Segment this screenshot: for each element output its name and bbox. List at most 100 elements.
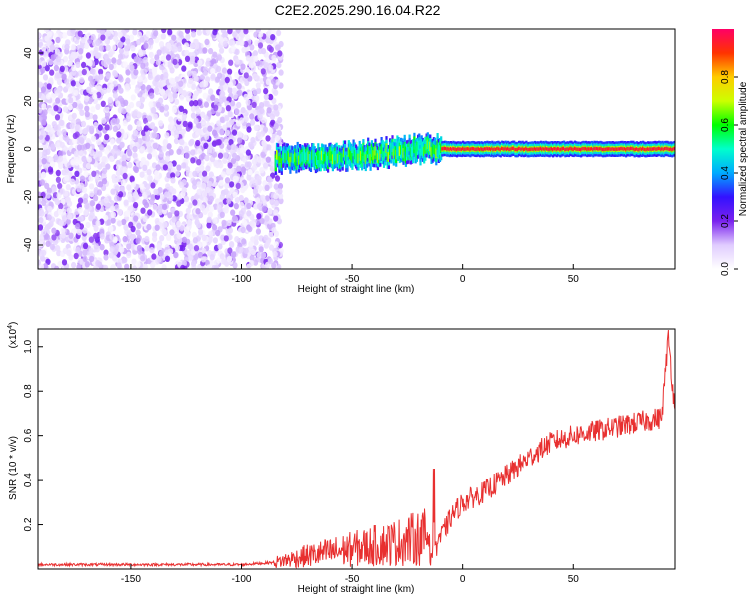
heatmap-cell [249,44,255,51]
heatmap-cell [599,146,602,151]
heatmap-cell [259,107,265,115]
heatmap-cell [67,60,73,67]
heatmap-cell [583,147,586,151]
heatmap-cell [251,101,257,109]
heatmap-cell [205,29,211,34]
heatmap-cell [263,162,269,169]
heatmap-cell [139,96,145,103]
heatmap-cell [166,234,172,241]
heatmap-cell [90,33,96,41]
heatmap-cell [275,150,279,160]
heatmap-cell [268,64,274,72]
x-tick-label: -150 [121,274,141,285]
heatmap-cell [256,156,262,163]
heatmap-cell [117,74,123,81]
heatmap-cell [156,49,162,56]
heatmap-cell [369,154,372,164]
heatmap-cell [38,241,44,248]
heatmap-cell [190,149,196,156]
heatmap-cell [65,218,71,225]
heatmap-cell [59,188,65,195]
heatmap-cell [656,147,659,151]
heatmap-cell [277,188,283,195]
heatmap-cell [152,235,158,243]
y-tick-label: -20 [23,189,34,204]
heatmap-cell [130,78,136,86]
heatmap-cell [603,147,606,152]
heatmap-cell [431,146,434,156]
heatmap-cell [232,152,238,160]
heatmap-cell [276,130,282,137]
heatmap-cell [306,150,309,160]
heatmap-cell [132,190,139,198]
heatmap-cell [363,152,366,162]
heatmap-cell [55,169,61,177]
heatmap-cell [226,197,232,205]
heatmap-cell [212,29,218,36]
heatmap-cell [81,155,87,163]
heatmap-cell [273,193,279,200]
heatmap-cell [246,174,252,181]
heatmap-cell [256,252,262,259]
heatmap-cell [112,30,118,38]
heatmap-cell [240,226,246,234]
heatmap-cell [219,89,225,97]
heatmap-cell [504,146,507,150]
heatmap-cell [632,146,635,151]
heatmap-cell [41,158,47,165]
heatmap-cell [133,166,139,174]
heatmap-cell [636,147,639,151]
heatmap-cell [201,121,207,128]
heatmap-cell [124,263,130,269]
heatmap-cell [311,150,314,160]
heatmap-cell [541,147,544,151]
heatmap-cell [104,106,110,113]
heatmap-cell [159,193,165,200]
heatmap-cell [65,184,71,191]
heatmap-cell [115,169,121,177]
heatmap-cell [177,115,183,122]
heatmap-cell [41,119,47,126]
heatmap-cell [570,146,573,151]
heatmap-cell [227,68,233,75]
heatmap-cell [150,261,156,269]
heatmap-cell [648,147,651,151]
heatmap-cell [232,31,238,38]
heatmap-cell [57,208,63,216]
heatmap-cell [255,82,261,89]
heatmap-cell [307,151,310,162]
heatmap-cell [206,222,212,229]
heatmap-cell [414,146,417,157]
heatmap-cell [219,193,225,200]
heatmap-cell [224,129,230,137]
heatmap-cell [549,147,552,151]
heatmap-cell [123,99,129,107]
heatmap-cell [151,67,157,74]
heatmap-cell [142,56,148,64]
heatmap-cell [73,252,79,260]
heatmap-cell [256,175,262,182]
heatmap-cell [325,154,328,164]
heatmap-cell [455,148,459,152]
heatmap-cell [168,194,174,202]
heatmap-cell [358,148,361,158]
heatmap-cell [336,153,339,164]
heatmap-cell [55,56,62,63]
heatmap-cell [135,100,141,108]
heatmap-cell [387,152,390,162]
heatmap-cell [116,262,122,269]
heatmap-cell [168,186,174,193]
heatmap-cell [157,81,163,89]
heatmap-cell [114,185,120,192]
heatmap-cell [119,141,125,149]
heatmap-cell [173,251,179,259]
heatmap-cell [38,259,41,266]
heatmap-cell [274,158,277,168]
heatmap-cell [201,182,207,189]
heatmap-cell [616,147,619,151]
heatmap-cell [610,147,613,151]
heatmap-cell [274,44,281,51]
heatmap-cell [103,197,109,204]
x-tick-label: -100 [231,574,251,585]
heatmap-cell [231,129,238,136]
